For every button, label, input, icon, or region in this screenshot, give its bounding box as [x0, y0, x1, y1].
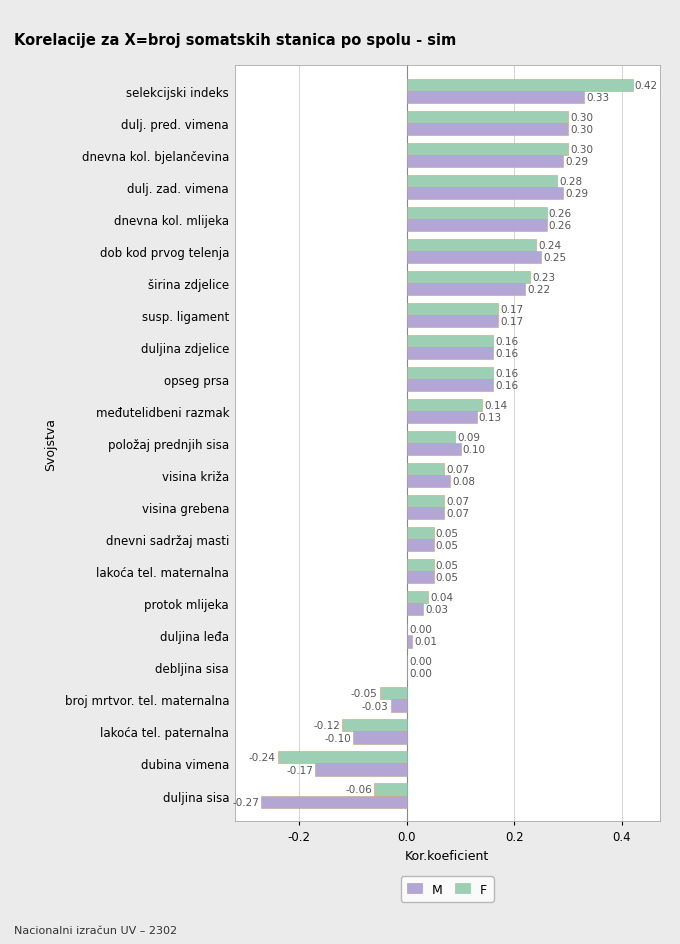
Text: 0.16: 0.16: [495, 348, 518, 359]
Bar: [407, 176, 558, 188]
Bar: [407, 143, 568, 156]
Text: -0.10: -0.10: [324, 733, 351, 743]
Text: 0.30: 0.30: [571, 112, 593, 123]
Text: 0.09: 0.09: [458, 432, 480, 443]
Bar: [407, 220, 547, 232]
Bar: [407, 476, 449, 488]
Bar: [407, 347, 493, 360]
Text: 0.24: 0.24: [538, 241, 561, 250]
Bar: [407, 560, 434, 572]
Bar: [407, 111, 568, 124]
Text: 0.17: 0.17: [500, 317, 524, 327]
Bar: [407, 124, 568, 136]
Text: 0.00: 0.00: [409, 668, 432, 679]
Text: 0.07: 0.07: [447, 509, 470, 519]
Bar: [407, 335, 493, 347]
Bar: [407, 464, 445, 476]
Legend: M, F: M, F: [401, 876, 494, 902]
Bar: [407, 431, 455, 444]
Text: 0.29: 0.29: [565, 157, 588, 167]
Bar: [277, 751, 407, 764]
Bar: [407, 399, 482, 412]
Bar: [407, 444, 460, 456]
Text: -0.12: -0.12: [313, 720, 340, 731]
Bar: [407, 252, 541, 263]
Bar: [407, 272, 530, 284]
Bar: [407, 156, 563, 168]
Bar: [375, 784, 407, 796]
Text: Korelacije za X=broj somatskih stanica po spolu - sim: Korelacije za X=broj somatskih stanica p…: [14, 33, 456, 48]
Text: 0.22: 0.22: [527, 285, 550, 295]
Bar: [407, 412, 477, 424]
Bar: [407, 603, 423, 615]
Text: 0.23: 0.23: [532, 273, 556, 282]
Bar: [407, 240, 536, 252]
Text: 0.08: 0.08: [452, 477, 475, 487]
Text: 0.07: 0.07: [447, 464, 470, 475]
Text: 0.33: 0.33: [586, 93, 609, 103]
Text: 0.16: 0.16: [495, 368, 518, 379]
Bar: [407, 496, 445, 508]
Text: 0.05: 0.05: [436, 561, 459, 570]
Bar: [407, 367, 493, 379]
Text: 0.29: 0.29: [565, 189, 588, 199]
X-axis label: Kor.koeficient: Kor.koeficient: [405, 849, 489, 862]
Text: 0.04: 0.04: [430, 593, 454, 602]
Bar: [262, 796, 407, 808]
Bar: [407, 572, 434, 583]
Text: 0.17: 0.17: [500, 305, 524, 314]
Bar: [316, 764, 407, 776]
Text: 0.07: 0.07: [447, 497, 470, 507]
Bar: [407, 304, 498, 315]
Bar: [407, 92, 584, 104]
Bar: [407, 379, 493, 392]
Text: 0.13: 0.13: [479, 413, 502, 423]
Text: -0.06: -0.06: [345, 784, 373, 795]
Text: -0.27: -0.27: [233, 797, 259, 807]
Text: -0.17: -0.17: [286, 765, 313, 775]
Text: -0.03: -0.03: [362, 700, 388, 711]
Text: 0.05: 0.05: [436, 573, 459, 582]
Bar: [380, 687, 407, 700]
Bar: [407, 284, 525, 295]
Text: 0.42: 0.42: [635, 80, 658, 91]
Text: -0.05: -0.05: [351, 688, 377, 699]
Text: 0.14: 0.14: [484, 400, 507, 411]
Bar: [407, 540, 434, 552]
Y-axis label: Svojstva: Svojstva: [45, 417, 58, 470]
Text: 0.16: 0.16: [495, 380, 518, 391]
Text: 0.00: 0.00: [409, 657, 432, 666]
Bar: [407, 635, 412, 648]
Text: 0.05: 0.05: [436, 541, 459, 550]
Text: 0.26: 0.26: [549, 209, 572, 219]
Bar: [407, 508, 445, 520]
Text: 0.05: 0.05: [436, 529, 459, 539]
Bar: [407, 79, 632, 92]
Bar: [353, 732, 407, 744]
Bar: [390, 700, 407, 712]
Text: 0.28: 0.28: [560, 177, 583, 187]
Text: 0.10: 0.10: [462, 445, 486, 455]
Text: 0.30: 0.30: [571, 144, 593, 155]
Bar: [407, 188, 563, 200]
Bar: [407, 528, 434, 540]
Text: 0.00: 0.00: [409, 625, 432, 634]
Text: Nacionalni izračun UV – 2302: Nacionalni izračun UV – 2302: [14, 924, 177, 935]
Bar: [407, 592, 428, 603]
Text: 0.16: 0.16: [495, 337, 518, 346]
Text: 0.01: 0.01: [414, 637, 437, 647]
Bar: [407, 208, 547, 220]
Text: 0.03: 0.03: [425, 605, 448, 615]
Text: 0.26: 0.26: [549, 221, 572, 230]
Text: 0.30: 0.30: [571, 125, 593, 135]
Text: -0.24: -0.24: [249, 752, 275, 763]
Bar: [342, 719, 407, 732]
Text: 0.25: 0.25: [543, 253, 566, 262]
Bar: [407, 315, 498, 328]
